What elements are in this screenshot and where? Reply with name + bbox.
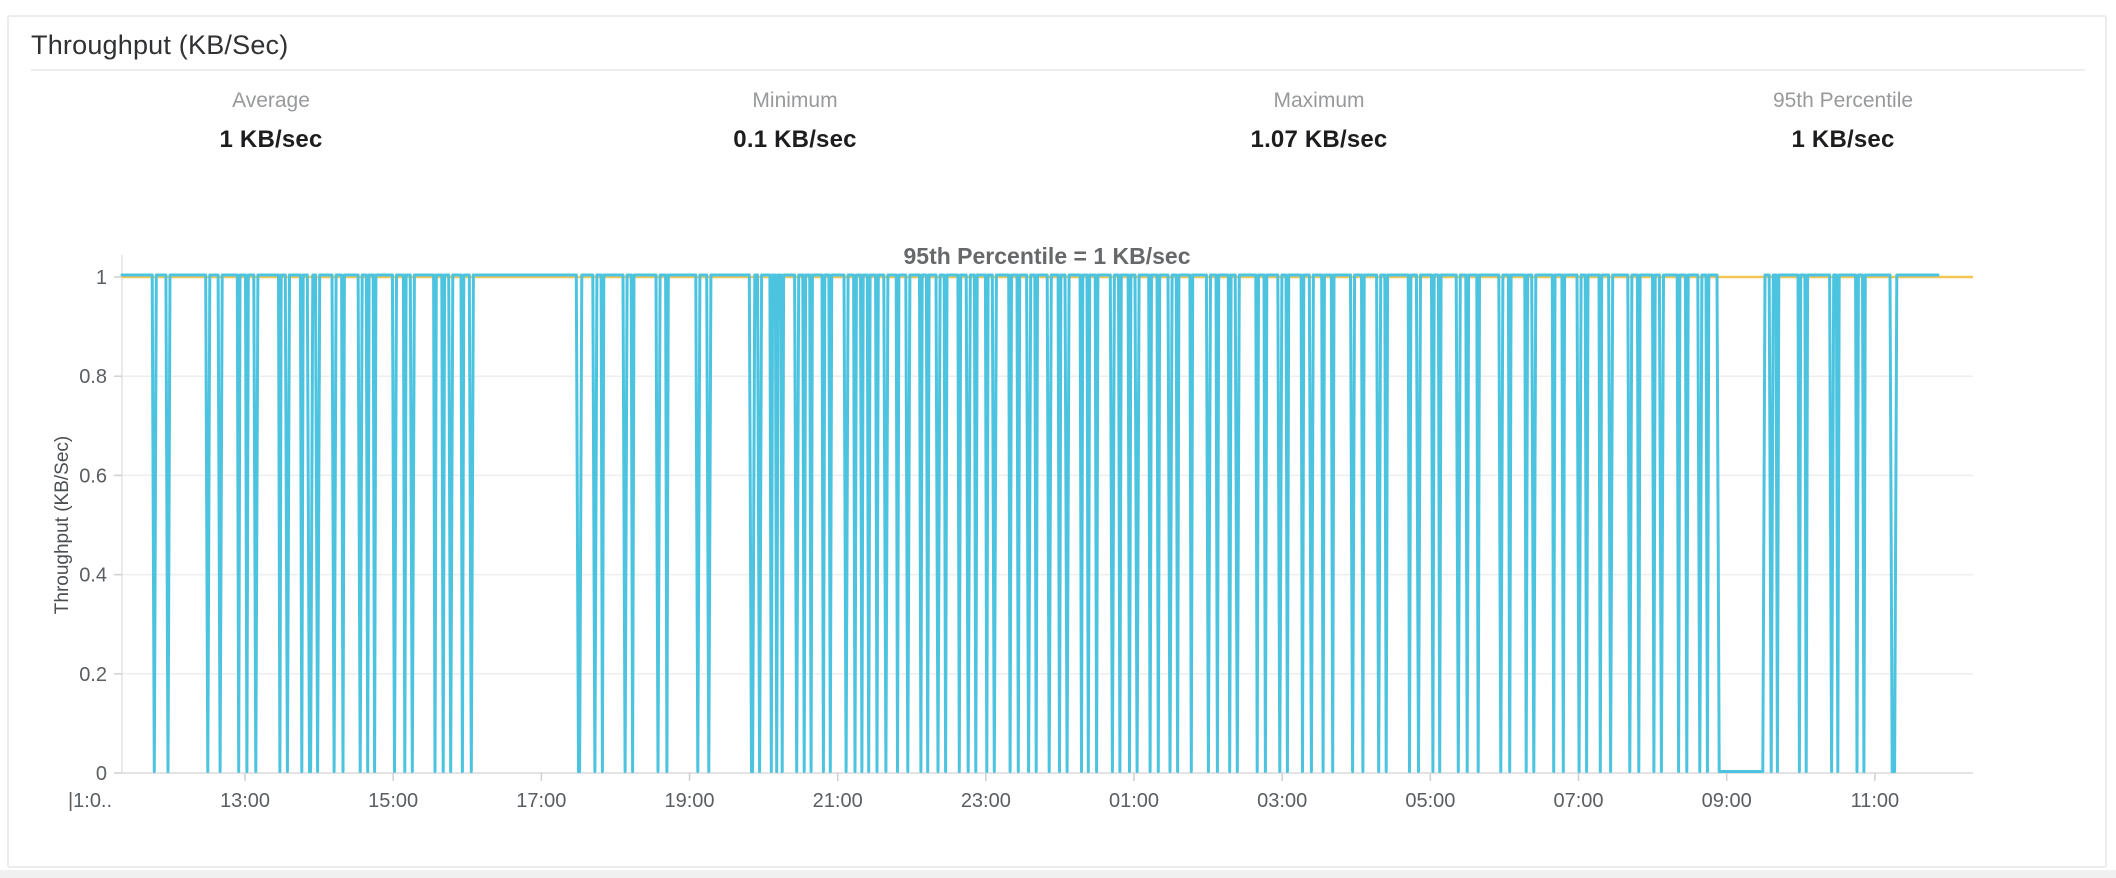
x-tick-label: 05:00 bbox=[1405, 790, 1455, 812]
y-tick-label: 0.8 bbox=[79, 366, 107, 388]
throughput-chart-card: Throughput (KB/Sec) Average 1 KB/sec Min… bbox=[7, 15, 2107, 868]
x-tick-label: 03:00 bbox=[1257, 790, 1307, 812]
x-tick-label: 11:00 bbox=[1851, 790, 1900, 812]
x-tick-label: 15:00 bbox=[368, 790, 418, 812]
tick-marks bbox=[114, 276, 1876, 781]
stat-maximum: Maximum 1.07 KB/sec bbox=[1057, 89, 1581, 154]
y-tick-label: 0.4 bbox=[79, 565, 107, 587]
x-tick-label: 19:00 bbox=[664, 790, 714, 812]
stat-95th-percentile-label: 95th Percentile bbox=[1772, 89, 1914, 112]
stat-95th-percentile-value: 1 KB/sec bbox=[1791, 126, 1895, 153]
x-tick-label: 23:00 bbox=[961, 790, 1011, 812]
stat-maximum-label: Maximum bbox=[1273, 89, 1365, 112]
stat-average: Average 1 KB/sec bbox=[9, 89, 533, 154]
throughput-series-line[interactable] bbox=[120, 273, 1940, 773]
stat-minimum: Minimum 0.1 KB/sec bbox=[533, 89, 1057, 154]
stat-average-label: Average bbox=[232, 89, 310, 112]
stats-row: Average 1 KB/sec Minimum 0.1 KB/sec Maxi… bbox=[9, 89, 2105, 154]
x-tick-label: 17:00 bbox=[516, 790, 566, 812]
y-axis-title: Throughput (KB/Sec) bbox=[52, 436, 73, 614]
x-axis-tick-labels: |1:0.. 13:00 15:00 17:00 19:00 21:00 23:00 01:0… bbox=[68, 790, 1899, 812]
y-tick-label: 1 bbox=[96, 267, 107, 289]
x-tick-label: 07:00 bbox=[1553, 790, 1603, 812]
percentile-annotation: 95th Percentile = 1 KB/sec bbox=[903, 243, 1190, 269]
stat-maximum-value: 1.07 KB/sec bbox=[1250, 126, 1388, 153]
stat-95th-percentile: 95th Percentile 1 KB/sec bbox=[1581, 89, 2105, 154]
stat-minimum-value: 0.1 KB/sec bbox=[733, 126, 857, 153]
x-tick-label: 13:00 bbox=[220, 790, 270, 812]
x-tick-label: 01:00 bbox=[1109, 790, 1159, 812]
stat-average-value: 1 KB/sec bbox=[219, 126, 323, 153]
axis-lines bbox=[121, 255, 1973, 774]
y-tick-label: 0.6 bbox=[79, 465, 107, 487]
x-tick-label: 09:00 bbox=[1702, 790, 1752, 812]
y-axis-tick-labels: 1 0.8 0.6 0.4 0.2 0 bbox=[79, 267, 107, 785]
y-tick-label: 0 bbox=[96, 763, 107, 785]
x-tick-label: 21:00 bbox=[813, 790, 863, 812]
x-tick-label: |1:0.. bbox=[68, 790, 112, 812]
card-title: Throughput (KB/Sec) bbox=[31, 30, 289, 60]
card-header: Throughput (KB/Sec) bbox=[31, 17, 2085, 71]
y-tick-label: 0.2 bbox=[79, 664, 107, 686]
page-bottom-strip bbox=[0, 870, 2116, 878]
stat-minimum-label: Minimum bbox=[752, 89, 838, 112]
